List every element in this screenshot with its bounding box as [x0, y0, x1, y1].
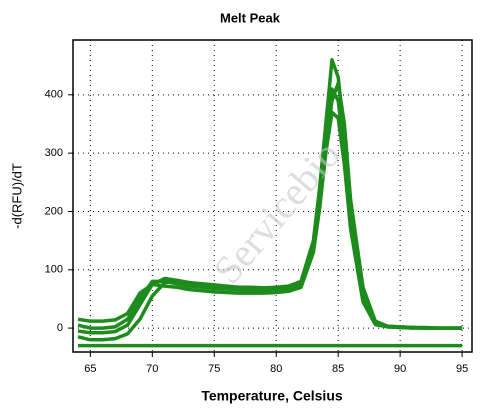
- x-tick-label: 65: [84, 363, 96, 375]
- plot-frame: [72, 39, 473, 353]
- y-tick-label: 400: [45, 89, 63, 101]
- lines: [77, 58, 463, 348]
- y-tick-label: 300: [45, 147, 63, 159]
- y-axis-label: -d(RFU)/dT: [9, 163, 24, 229]
- grid: [73, 40, 472, 352]
- y-tick-label: 100: [45, 264, 63, 276]
- x-tick-label: 75: [208, 363, 220, 375]
- x-tick-label: 80: [270, 363, 282, 375]
- x-tick-label: 85: [332, 363, 344, 375]
- y-tick-label: 200: [45, 205, 63, 217]
- x-axis-label: Temperature, Celsius: [201, 388, 343, 404]
- x-tick-label: 95: [456, 363, 468, 375]
- melt-curve: [77, 81, 463, 342]
- y-tick-label: 0: [57, 322, 63, 334]
- x-tick-label: 90: [394, 363, 406, 375]
- watermark: Servicebio: [204, 132, 348, 292]
- x-tick-label: 70: [146, 363, 158, 375]
- chart-title: Melt Peak: [220, 10, 281, 25]
